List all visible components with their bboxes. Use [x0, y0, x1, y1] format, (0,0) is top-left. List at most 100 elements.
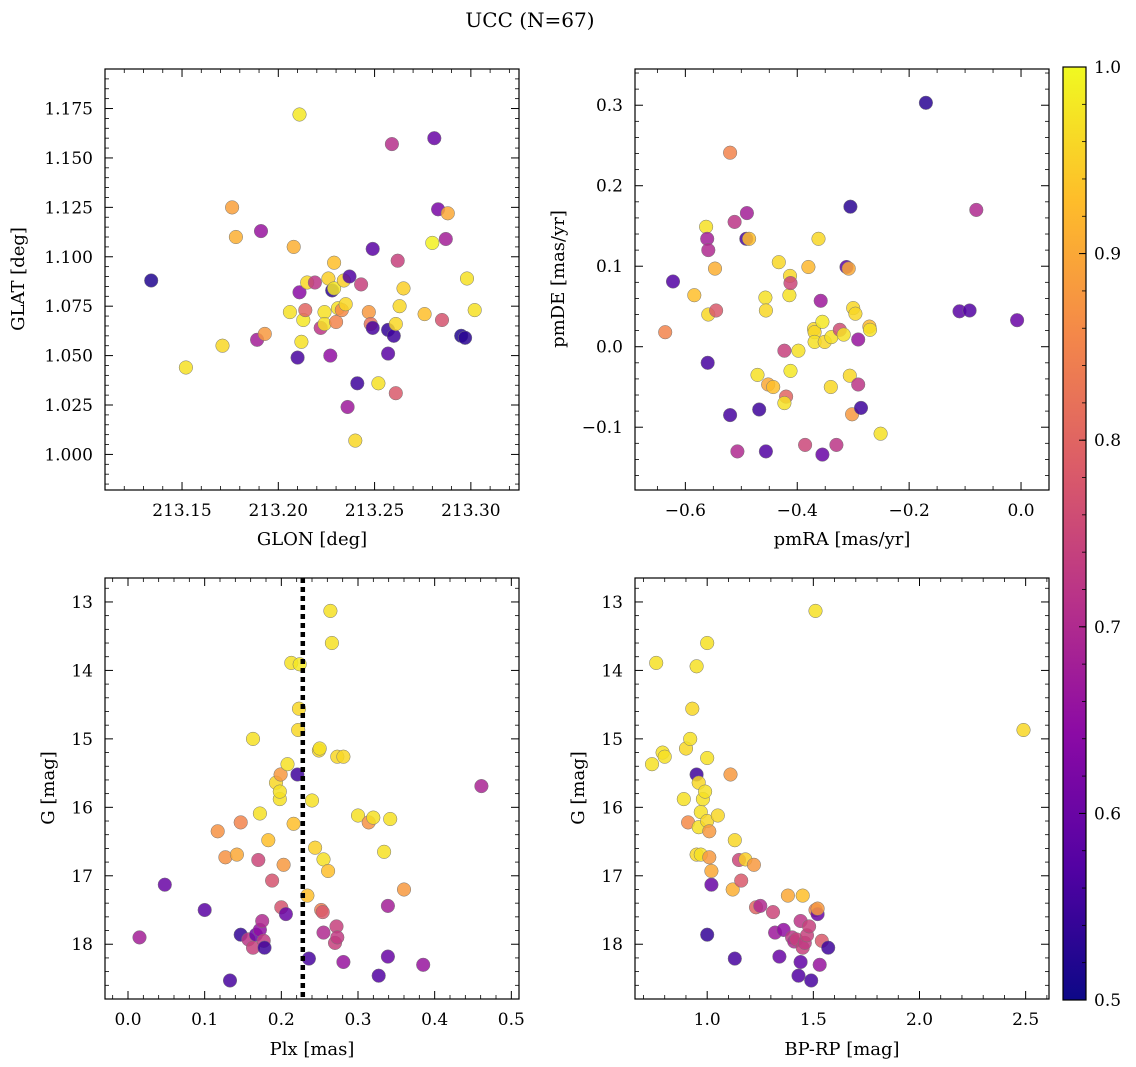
data-point — [336, 749, 351, 764]
data-point — [699, 219, 714, 234]
data-point — [292, 285, 307, 300]
data-point — [427, 131, 442, 146]
y-tick-label: 15 — [601, 730, 623, 750]
data-point — [777, 343, 792, 358]
data-point — [798, 437, 813, 452]
x-tick-label: 2.5 — [1012, 1010, 1039, 1030]
data-point — [132, 930, 147, 945]
colorbar-gradient — [1062, 66, 1087, 1001]
data-point — [252, 806, 267, 821]
data-point — [810, 901, 825, 916]
x-tick-label: −0.4 — [777, 501, 818, 521]
data-point — [700, 635, 715, 651]
colorbar-tick-label: 0.6 — [1094, 804, 1121, 824]
data-point — [657, 749, 672, 764]
data-point — [687, 288, 702, 303]
axes-frame — [104, 68, 520, 491]
data-point — [307, 275, 322, 290]
x-tick-label: 213.15 — [152, 501, 211, 521]
data-point — [178, 360, 193, 375]
data-point — [765, 905, 781, 920]
data-point — [802, 919, 817, 934]
data-point — [808, 603, 823, 618]
data-point — [723, 767, 738, 782]
data-point — [222, 973, 238, 988]
data-point — [459, 271, 475, 286]
x-tick-label: 0.0 — [114, 1010, 141, 1030]
data-point — [758, 303, 773, 318]
data-point — [308, 840, 323, 855]
y-axis-label: G [mag] — [38, 751, 59, 824]
data-point — [225, 200, 240, 215]
data-point — [327, 281, 342, 296]
data-point — [843, 199, 858, 214]
data-point — [676, 792, 691, 807]
axis-ticks: 0.0 0.1 0.2 0.3 0.4 0.5 13 14 15 16 17 18 — [71, 578, 525, 1030]
data-point — [841, 261, 856, 276]
data-point — [278, 907, 293, 922]
data-point — [742, 231, 757, 246]
data-point — [710, 808, 725, 823]
data-point — [228, 229, 243, 245]
data-point — [700, 927, 715, 942]
data-point — [772, 949, 787, 964]
data-point — [323, 348, 338, 363]
data-point — [823, 379, 838, 395]
data-point — [276, 857, 291, 872]
x-tick-label: −0.2 — [888, 501, 929, 521]
data-point — [758, 444, 773, 459]
y-tick-label: 17 — [71, 867, 93, 887]
data-point — [700, 355, 715, 370]
data-point — [251, 852, 266, 868]
data-point — [350, 808, 366, 823]
data-point — [416, 957, 431, 972]
x-tick-label: −0.6 — [665, 501, 706, 521]
data-point — [752, 402, 767, 417]
panel-pmra-pmde: −0.6 −0.4 −0.2 0.0 −0.1 0.0 0.1 0.2 0.3 pmRA [ma… — [548, 68, 1050, 550]
y-tick-label: 14 — [601, 661, 623, 681]
y-tick-label: 0.1 — [596, 257, 623, 277]
data-point — [701, 243, 716, 258]
data-point — [342, 269, 357, 284]
data-point — [750, 367, 765, 382]
data-point — [815, 447, 830, 462]
data-point — [233, 815, 248, 830]
data-point — [438, 231, 453, 247]
y-axis-label: pmDE [mas/yr] — [548, 210, 569, 348]
data-point — [292, 107, 307, 122]
data-point — [144, 273, 159, 288]
data-point — [272, 784, 287, 799]
data-point — [381, 346, 396, 361]
x-tick-label: 0.2 — [268, 1010, 295, 1030]
data-point — [329, 314, 344, 330]
data-point — [783, 276, 798, 291]
data-point — [396, 882, 412, 897]
data-point — [330, 930, 345, 945]
data-point — [727, 214, 742, 229]
x-tick-label: 0.1 — [191, 1010, 218, 1030]
data-point — [813, 293, 828, 308]
y-axis-label: G [mag] — [568, 751, 589, 824]
panel-bprp-g: 1.0 1.5 2.0 2.5 13 14 15 16 17 18 BP-RP [mag] G [… — [568, 577, 1050, 1060]
y-tick-label: 0.2 — [596, 177, 623, 197]
data-point — [698, 784, 713, 799]
y-tick-label: 18 — [71, 935, 93, 955]
data-point — [458, 330, 473, 345]
panel-glon-glat: 213.15 213.20 213.25 213.30 1.000 1.025 1.050 1… — [8, 68, 520, 550]
data-point — [862, 322, 878, 337]
data-point — [723, 145, 738, 160]
data-point — [354, 277, 369, 292]
data-point — [1016, 722, 1031, 738]
data-point — [707, 261, 723, 276]
data-point — [298, 303, 313, 318]
y-axis-label: GLAT [deg] — [8, 227, 29, 331]
x-tick-label: 213.20 — [249, 501, 308, 521]
x-tick-label: 0.3 — [344, 1010, 371, 1030]
data-point — [286, 816, 301, 831]
data-point — [685, 701, 700, 716]
data-point — [157, 877, 172, 892]
colorbar-tick-label: 0.8 — [1094, 431, 1121, 451]
data-point — [434, 312, 450, 328]
data-point — [417, 307, 432, 322]
